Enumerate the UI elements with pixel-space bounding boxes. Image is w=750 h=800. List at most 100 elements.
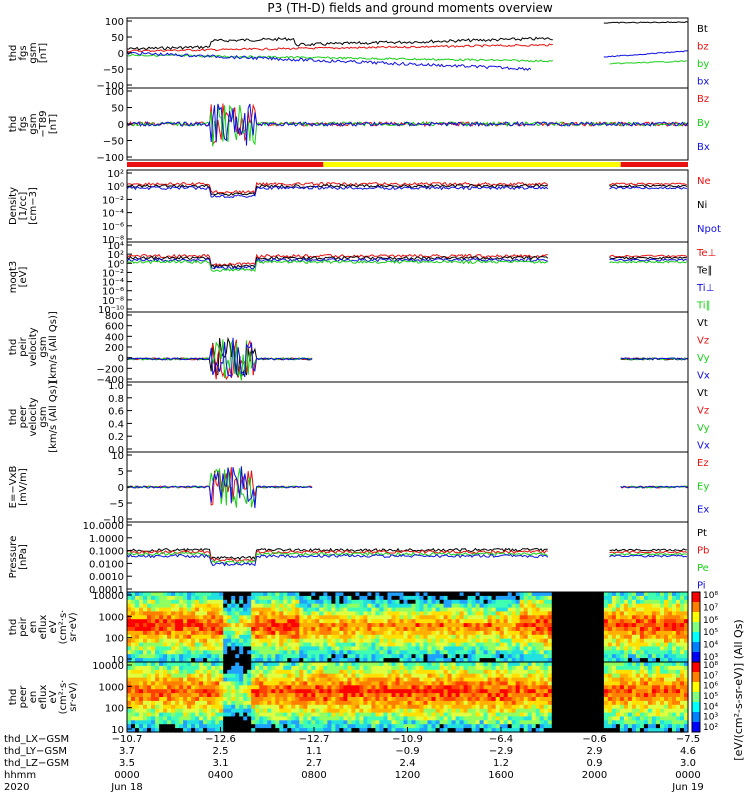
- heatmap-cell: [335, 712, 340, 718]
- heatmap-cell: [551, 685, 557, 690]
- heatmap-cell: [215, 708, 220, 714]
- heatmap-cell: [323, 689, 328, 694]
- heatmap-cell: [319, 642, 324, 648]
- heatmap-cell: [143, 658, 148, 663]
- heatmap-cell: [307, 615, 312, 620]
- heatmap-cell: [583, 693, 589, 698]
- heatmap-cell: [235, 607, 240, 613]
- heatmap-cell: [491, 650, 497, 655]
- heatmap-cell: [527, 646, 533, 651]
- heatmap-cell: [515, 607, 521, 613]
- heatmap-cell: [419, 704, 425, 710]
- heatmap-cell: [455, 615, 461, 620]
- heatmap-cell: [455, 693, 461, 698]
- heatmap-cell: [531, 654, 537, 659]
- heatmap-cell: [547, 634, 553, 640]
- heatmap-cell: [647, 642, 653, 648]
- heatmap-cell: [179, 689, 184, 694]
- heatmap-cell: [375, 599, 380, 605]
- heatmap-cell: [339, 623, 344, 628]
- heatmap-cell: [479, 603, 485, 609]
- heatmap-cell: [660, 607, 665, 613]
- heatmap-cell: [147, 619, 152, 624]
- heatmap-cell: [219, 708, 224, 714]
- heatmap-cell: [591, 638, 597, 644]
- heatmap-cell: [467, 704, 473, 710]
- heatmap-cell: [587, 712, 593, 718]
- heatmap-cell: [383, 650, 389, 655]
- heatmap-cell: [447, 673, 453, 679]
- heatmap-cell: [379, 697, 384, 702]
- heatmap-cell: [383, 611, 389, 616]
- heatmap-cell: [455, 712, 461, 718]
- heatmap-cell: [451, 693, 457, 698]
- heatmap-cell: [211, 681, 216, 686]
- heatmap-cell: [171, 689, 176, 694]
- heatmap-cell: [271, 724, 276, 729]
- heatmap-cell: [135, 704, 140, 710]
- heatmap-cell: [359, 728, 364, 733]
- heatmap-cell: [183, 720, 188, 725]
- heatmap-cell: [419, 650, 425, 655]
- y-axis-label: fgs: [18, 116, 29, 131]
- heatmap-cell: [619, 716, 625, 721]
- heatmap-cell: [447, 677, 453, 683]
- heatmap-cell: [223, 627, 228, 632]
- heatmap-cell: [143, 720, 148, 725]
- heatmap-cell: [395, 595, 401, 601]
- heatmap-cell: [547, 654, 553, 659]
- heatmap-cell: [439, 634, 445, 640]
- heatmap-cell: [479, 627, 485, 632]
- heatmap-cell: [619, 669, 625, 675]
- heatmap-cell: [619, 630, 625, 636]
- heatmap-cell: [467, 634, 473, 640]
- heatmap-cell: [327, 724, 332, 729]
- heatmap-cell: [219, 658, 224, 663]
- heatmap-cell: [211, 607, 216, 613]
- heatmap-cell: [207, 677, 212, 683]
- heatmap-cell: [672, 595, 677, 601]
- heatmap-cell: [415, 712, 421, 718]
- heatmap-cell: [131, 658, 136, 663]
- heatmap-cell: [459, 669, 465, 675]
- heatmap-cell: [315, 595, 320, 601]
- heatmap-cell: [355, 704, 360, 710]
- heatmap-cell: [351, 712, 356, 718]
- heatmap-cell: [327, 669, 332, 675]
- heatmap-cell: [247, 700, 252, 706]
- heatmap-cell: [207, 611, 212, 616]
- heatmap-cell: [227, 630, 232, 636]
- heatmap-cell: [355, 693, 360, 698]
- heatmap-cell: [323, 669, 328, 675]
- heatmap-cell: [231, 728, 236, 733]
- heatmap-cell: [323, 607, 328, 613]
- heatmap-cell: [483, 677, 489, 683]
- heatmap-cell: [255, 720, 260, 725]
- heatmap-cell: [175, 603, 180, 609]
- heatmap-cell: [147, 677, 152, 683]
- heatmap-cell: [267, 720, 272, 725]
- heatmap-cell: [259, 638, 264, 644]
- heatmap-cell: [499, 716, 505, 721]
- heatmap-cell: [371, 716, 376, 721]
- heatmap-cell: [591, 634, 597, 640]
- heatmap-cell: [203, 650, 208, 655]
- heatmap-cell: [235, 623, 240, 628]
- heatmap-cell: [419, 611, 425, 616]
- heatmap-cell: [459, 693, 465, 698]
- heatmap-cell: [387, 630, 393, 636]
- heatmap-cell: [235, 619, 240, 624]
- heatmap-cell: [539, 603, 545, 609]
- heatmap-cell: [587, 720, 593, 725]
- heatmap-cell: [183, 708, 188, 714]
- heatmap-cell: [483, 669, 489, 675]
- heatmap-cell: [607, 607, 613, 613]
- heatmap-cell: [555, 700, 561, 706]
- heatmap-cell: [271, 697, 276, 702]
- heatmap-cell: [559, 685, 565, 690]
- heatmap-cell: [215, 654, 220, 659]
- heatmap-cell: [327, 720, 332, 725]
- heatmap-cell: [299, 665, 304, 671]
- heatmap-cell: [411, 592, 417, 597]
- heatmap-cell: [587, 623, 593, 628]
